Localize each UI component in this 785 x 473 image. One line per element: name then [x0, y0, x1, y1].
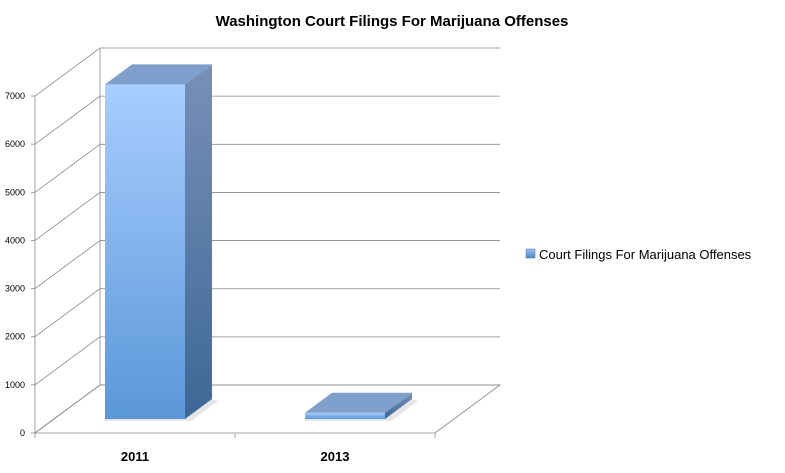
y-tick-label: 2000: [5, 332, 25, 342]
x-category-label: 2013: [321, 449, 350, 464]
y-tick-label: 7000: [5, 91, 25, 101]
gridline-side: [34, 336, 101, 386]
bar-top: [105, 64, 212, 85]
bar-shadow: [105, 399, 218, 421]
y-tick-label: 6000: [5, 139, 25, 149]
gridline-side: [34, 240, 101, 289]
bar-front: [305, 412, 385, 419]
gridline-side: [34, 47, 101, 97]
y-tick-label: 0: [20, 428, 25, 438]
bar-side: [385, 392, 412, 419]
y-tick-label: 1000: [5, 380, 25, 390]
y-axis-ticks: 0 1000 2000 3000 4000 5000 6000 7000: [5, 91, 25, 438]
bars: [105, 64, 418, 421]
gridline-side: [34, 95, 101, 145]
bar-side: [185, 64, 212, 419]
plot-area: [31, 47, 502, 438]
gridline-side: [34, 384, 101, 434]
legend-label: Court Filings For Marijuana Offenses: [539, 247, 752, 262]
legend-swatch: [525, 248, 536, 259]
floor-outline: [34, 384, 502, 434]
gridline-side: [34, 288, 101, 338]
x-axis-categories: 2011 2013: [121, 449, 350, 464]
y-tick-label: 3000: [5, 284, 25, 294]
gridline-side: [34, 192, 101, 241]
bar-top: [305, 392, 412, 413]
bar-front: [105, 84, 185, 419]
chart-title: Washington Court Filings For Marijuana O…: [216, 13, 569, 30]
legend: Court Filings For Marijuana Offenses: [525, 247, 752, 262]
x-category-label: 2011: [121, 449, 149, 464]
bar-shadow: [305, 399, 418, 421]
gridline-side: [34, 143, 101, 193]
y-tick-label: 5000: [5, 187, 25, 197]
y-tick-label: 4000: [5, 235, 25, 245]
